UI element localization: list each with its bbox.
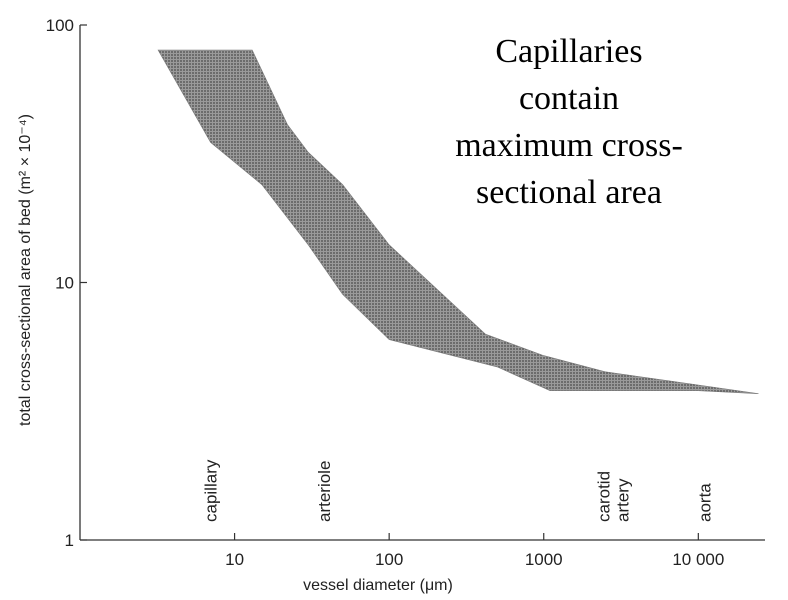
- vessel-label: arteriole: [315, 461, 334, 522]
- annotation-line: Capillaries: [495, 33, 642, 70]
- cross-sectional-area-band: [157, 49, 759, 394]
- x-tick-label: 1000: [525, 550, 563, 569]
- vessel-label: carotid: [594, 471, 613, 522]
- vessel-label: artery: [613, 478, 632, 522]
- x-ticks: 10 100 1000 10 000: [225, 533, 724, 569]
- y-ticks: 1 10 100: [46, 16, 87, 550]
- vessel-label: capillary: [202, 459, 221, 522]
- y-tick-label: 10: [55, 274, 74, 293]
- y-tick-label: 1: [65, 531, 74, 550]
- area-band-layer: [157, 49, 759, 394]
- x-axis-label: vessel diameter (μm): [303, 577, 453, 594]
- annotation-line: sectional area: [476, 174, 662, 211]
- annotation-line: contain: [519, 80, 619, 117]
- annotation: Capillaries contain maximum cross-sectiona…: [455, 33, 683, 211]
- x-tick-label: 10: [225, 550, 244, 569]
- x-tick-label: 100: [375, 550, 403, 569]
- y-axis-label: total cross-sectional area of bed (m² × …: [17, 114, 34, 426]
- vessel-labels: capillary arteriole carotid artery aorta: [202, 459, 715, 522]
- vessel-label: aorta: [696, 483, 715, 522]
- y-tick-label: 100: [46, 16, 74, 35]
- x-tick-label: 10 000: [672, 550, 724, 569]
- annotation-line: maximum cross-: [455, 127, 683, 164]
